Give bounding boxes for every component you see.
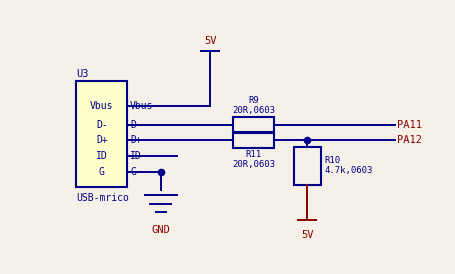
Text: Vbus: Vbus	[90, 101, 114, 111]
Text: G: G	[130, 167, 136, 177]
Bar	[294, 147, 321, 185]
Text: PA11: PA11	[397, 120, 422, 130]
Text: G: G	[99, 167, 105, 177]
Text: D-: D-	[96, 120, 108, 130]
Bar	[76, 81, 127, 187]
Text: D+: D+	[96, 135, 108, 145]
Text: 5V: 5V	[301, 230, 313, 240]
Text: USB-mrico: USB-mrico	[76, 193, 129, 203]
Bar	[233, 133, 274, 148]
Text: R11
20R,0603: R11 20R,0603	[232, 150, 275, 169]
Bar	[233, 117, 274, 132]
Text: R9
20R,0603: R9 20R,0603	[232, 96, 275, 115]
Text: PA12: PA12	[397, 135, 422, 145]
Text: D+: D+	[130, 135, 142, 145]
Text: R10
4.7k,0603: R10 4.7k,0603	[324, 156, 373, 176]
Text: 5V: 5V	[204, 36, 217, 46]
Text: ID: ID	[130, 151, 142, 161]
Text: Vbus: Vbus	[130, 101, 154, 111]
Text: ID: ID	[96, 151, 108, 161]
Text: GND: GND	[152, 225, 170, 235]
Text: U3: U3	[76, 69, 89, 79]
Text: D-: D-	[130, 120, 142, 130]
